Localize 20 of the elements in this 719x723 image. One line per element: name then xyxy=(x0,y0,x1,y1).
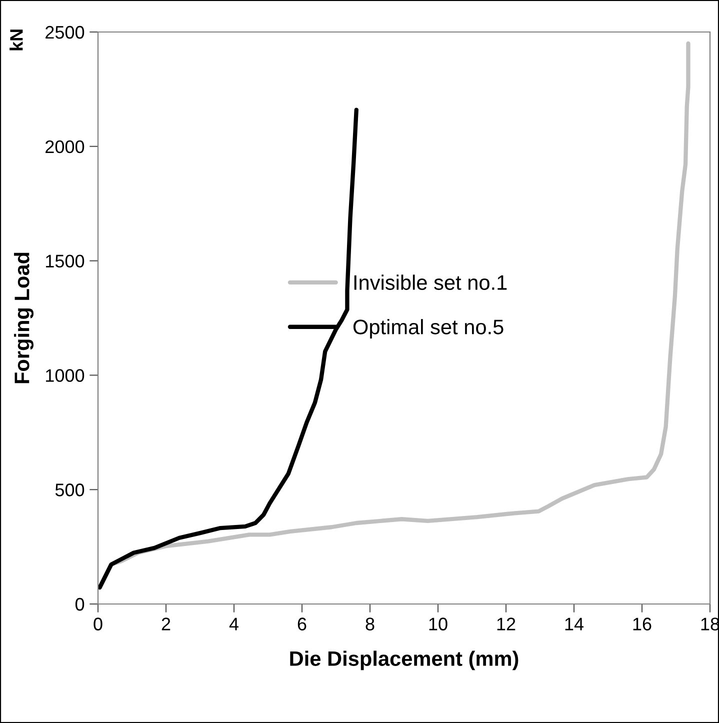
x-tick-label: 0 xyxy=(94,618,102,630)
y-tick-label: 500 xyxy=(55,484,84,496)
x-tick-label: 4 xyxy=(229,618,238,630)
y-tick-label: 1000 xyxy=(46,369,84,382)
x-tick-label: 2 xyxy=(162,618,170,630)
text: kN xyxy=(10,30,23,50)
x-tick-label: 12 xyxy=(497,618,516,630)
y-axis-title: Forging Load xyxy=(14,252,34,384)
x-tick-label: 16 xyxy=(633,618,652,630)
x-tick-label: 8 xyxy=(366,618,374,630)
y-tick-label: 0 xyxy=(75,598,84,611)
legend-label: Invisible set no.1 xyxy=(354,274,507,290)
legend-label: Optimal set no.5 xyxy=(353,319,504,338)
y-tick-label: 2500 xyxy=(46,26,84,39)
x-tick-label: 6 xyxy=(298,618,306,630)
x-tick-label: 14 xyxy=(565,618,584,630)
x-tick-label: 10 xyxy=(429,618,448,630)
x-axis-title: Die Displacement (mm) xyxy=(290,650,518,670)
y-tick-label: 2000 xyxy=(46,140,84,154)
y-tick-label: 1500 xyxy=(46,254,84,268)
